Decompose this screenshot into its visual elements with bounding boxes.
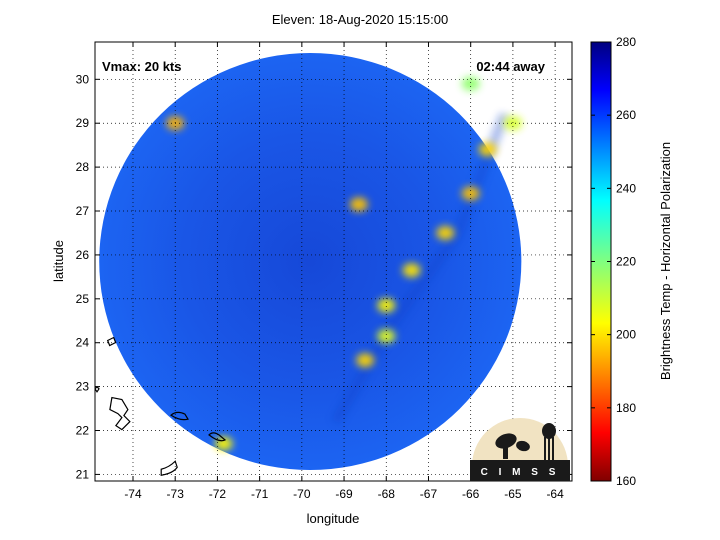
y-tick-label: 21 <box>76 467 90 481</box>
feature-point-5 <box>436 225 455 240</box>
feature-point-6 <box>461 186 480 201</box>
coastline-3 <box>169 411 189 421</box>
feature-point-1 <box>402 263 421 278</box>
x-tick-label: -73 <box>167 487 185 501</box>
x-tick-label: -69 <box>335 487 353 501</box>
y-tick-label: 26 <box>76 248 90 262</box>
feature-point-3 <box>377 329 396 344</box>
x-tick-label: -68 <box>378 487 396 501</box>
feature-point-7 <box>478 142 497 157</box>
colorbar-label: Brightness Temp - Horizontal Polarizatio… <box>658 142 673 380</box>
x-tick-label: -74 <box>124 487 142 501</box>
x-axis-label: longitude <box>307 511 360 526</box>
coastline-4 <box>208 432 227 442</box>
microwave-swath <box>99 52 522 471</box>
x-tick-label: -67 <box>420 487 438 501</box>
satellite-dish-icon <box>495 433 530 459</box>
logo-text: C I M S S <box>481 467 560 478</box>
x-tick-label: -66 <box>462 487 480 501</box>
axis-ticks: -74 -73 -72 -71 -70 -69 -68 -67 -66 -65 -64 21 22 23 2… <box>76 42 572 501</box>
colorbar-tick-label: 280 <box>616 35 636 49</box>
feature-point-8 <box>503 116 522 131</box>
away-annotation: 02:44 away <box>476 59 545 74</box>
y-tick-label: 22 <box>76 424 90 438</box>
water-tower-icon <box>542 423 556 461</box>
plot-frame <box>94 41 573 482</box>
y-tick-label: 27 <box>76 204 90 218</box>
colorbar-tick-label: 180 <box>616 401 636 415</box>
x-tick-label: -65 <box>504 487 522 501</box>
y-tick-label: 25 <box>76 292 90 306</box>
swath-disk <box>99 52 522 471</box>
colorbar-ticks: 160 180 200 220 240 260 280 <box>591 35 636 488</box>
colorbar-tick-label: 200 <box>616 328 636 342</box>
x-tick-label: -70 <box>293 487 311 501</box>
colorbar-tick-label: 240 <box>616 181 636 195</box>
colorbar-tick-label: 160 <box>616 474 636 488</box>
y-tick-label: 29 <box>76 116 90 130</box>
colorbar-tick-label: 260 <box>616 108 636 122</box>
y-axis-label: latitude <box>51 240 66 282</box>
swath-band <box>331 112 510 425</box>
vmax-annotation: Vmax: 20 kts <box>102 59 182 74</box>
x-tick-label: -64 <box>546 487 564 501</box>
y-tick-label: 28 <box>76 160 90 174</box>
feature-point-2 <box>377 298 396 313</box>
coastline-2 <box>109 396 131 431</box>
colorbar-tick-label: 220 <box>616 255 636 269</box>
y-tick-label: 30 <box>76 72 90 86</box>
cimss-logo: C I M S S <box>470 418 570 481</box>
feature-point-4 <box>356 353 375 368</box>
x-tick-label: -72 <box>209 487 227 501</box>
feature-point-0 <box>349 197 368 212</box>
coastline-5 <box>160 460 178 476</box>
coastline-1 <box>95 385 100 393</box>
chart-title: Eleven: 18-Aug-2020 15:15:00 <box>271 12 449 27</box>
feature-point-9 <box>461 76 480 91</box>
y-tick-label: 23 <box>76 380 90 394</box>
y-tick-label: 24 <box>76 336 90 350</box>
logo-banner <box>470 460 570 481</box>
x-tick-label: -71 <box>251 487 269 501</box>
